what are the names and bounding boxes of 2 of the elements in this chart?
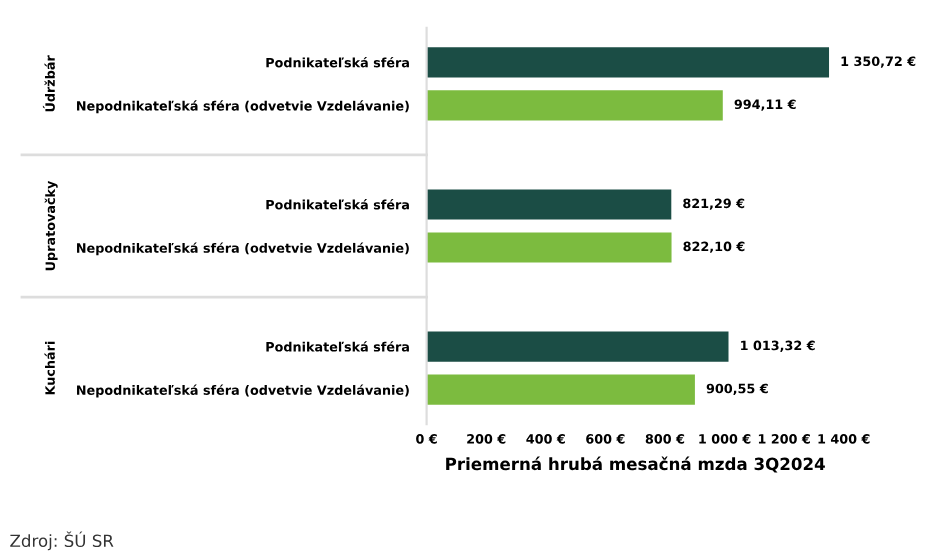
x-axis-title: Priemerná hrubá mesačná mzda 3Q2024 — [446, 456, 825, 473]
text: Zdroj: ŠÚ SR — [10, 531, 114, 551]
